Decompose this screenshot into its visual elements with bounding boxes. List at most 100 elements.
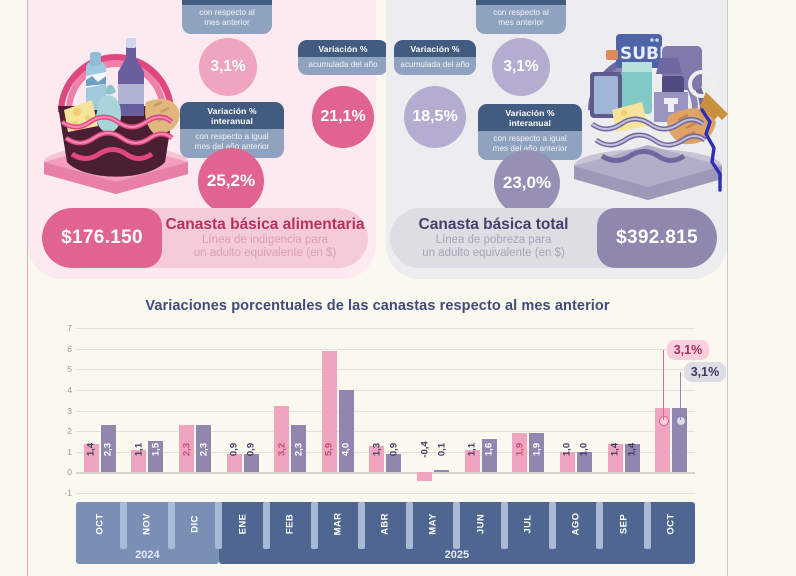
chart-bar-value-label: -0,4 xyxy=(419,441,431,459)
axis-month-cell[interactable]: SEP xyxy=(600,502,648,549)
tag-body: con respecto al mes anterior xyxy=(476,4,566,34)
axis-month-label: AGO xyxy=(570,512,582,536)
grid-line xyxy=(76,431,695,433)
chart-bar[interactable] xyxy=(338,389,354,473)
chart-bar-value-label: 0,9 xyxy=(388,443,400,457)
axis-month-label: DIC xyxy=(189,515,201,533)
tag-head: Variación % xyxy=(394,40,476,57)
chart-bar[interactable] xyxy=(179,424,195,473)
axis-month-label: MAR xyxy=(332,512,344,536)
chart-bar[interactable] xyxy=(196,424,212,473)
chart-bar-value-label: 2,3 xyxy=(293,443,305,457)
price-subtitle-line1: Línea de indigencia para xyxy=(202,233,328,246)
tag-head: Variación % xyxy=(476,0,566,5)
axis-month-cell[interactable]: JUL xyxy=(505,502,553,549)
axis-month-separator xyxy=(453,502,461,549)
price-text-total: Canasta básica total Línea de pobreza pa… xyxy=(390,208,597,268)
chart-bar[interactable] xyxy=(369,445,385,473)
axis-month-separator xyxy=(643,502,651,549)
axis-month-cell[interactable]: ABR xyxy=(362,502,410,549)
grid-line xyxy=(76,369,695,371)
value-variacion-interanual-total: 23,0% xyxy=(494,150,560,216)
chart-bar[interactable] xyxy=(226,453,242,473)
chart-bar-value-label: 1,6 xyxy=(483,443,495,457)
chart-bar[interactable] xyxy=(559,451,575,473)
chart-bar[interactable] xyxy=(529,433,545,473)
chart-bar[interactable] xyxy=(417,472,433,481)
chart-bar-group: 2,3 2,3 xyxy=(171,328,219,493)
chart-bar-value-label: 5,9 xyxy=(323,443,335,457)
callout-total-oct: 3,1% xyxy=(683,362,727,382)
chart-plot-area: 7 6 5 4 3 2 1 0 -1 1,4 2,3 1,1 1,5 2,3 2,3 0,9 0,9 3,2 2,3… xyxy=(58,323,727,498)
grid-line xyxy=(76,348,695,350)
chart-bar-value-label: 2,3 xyxy=(181,443,193,457)
value-variacion-mensual-total: 3,1% xyxy=(492,38,550,96)
chart-bar[interactable] xyxy=(321,350,337,473)
axis-month-cell[interactable]: DIC xyxy=(171,502,219,549)
chart-bar[interactable] xyxy=(274,406,290,473)
value-variacion-mensual-alimentaria: 3,1% xyxy=(199,38,257,96)
tag-variacion-mensual-alimentaria: Variación % con respecto al mes anterior xyxy=(182,0,272,34)
key-cord-illustration xyxy=(700,108,722,192)
axis-month-label: OCT xyxy=(94,513,106,535)
axis-month-cell[interactable]: MAR xyxy=(314,502,362,549)
chart-bar[interactable] xyxy=(148,441,164,473)
price-text-alimentaria: Canasta básica alimentaria Línea de indi… xyxy=(162,208,368,268)
axis-month-cell[interactable]: JUN xyxy=(457,502,505,549)
tag-pointer-icon xyxy=(338,74,348,75)
y-axis-tick: 1 xyxy=(67,446,72,457)
price-subtitle-alimentaria: Línea de indigencia para un adulto equiv… xyxy=(194,234,337,260)
price-value-alimentaria: $176.150 xyxy=(42,208,162,268)
chart-bar-value-label: 2,3 xyxy=(102,443,114,457)
tag-variacion-acumulada-total: Variación % acumulada del año xyxy=(394,40,476,75)
chart-section: Variaciones porcentuales de las canastas… xyxy=(28,290,727,576)
chart-bar[interactable] xyxy=(83,443,99,473)
summary-panels: Variación % con respecto al mes anterior… xyxy=(28,0,728,290)
chart-bar-group: 1,4 2,3 xyxy=(76,328,124,493)
chart-bar-group: 5,9 4,0 xyxy=(314,328,362,493)
axis-month-cell[interactable]: MAY xyxy=(409,502,457,549)
panel-canasta-basica-alimentaria: Variación % con respecto al mes anterior… xyxy=(28,0,388,279)
tag-body: acumulada del año xyxy=(298,56,388,75)
axis-month-cell[interactable]: OCT xyxy=(647,502,695,549)
chart-bar[interactable] xyxy=(100,424,116,473)
grid-line xyxy=(76,389,695,391)
chart-bar[interactable] xyxy=(464,449,480,473)
axis-month-cell[interactable]: NOV xyxy=(124,502,172,549)
chart-bar[interactable] xyxy=(576,451,592,473)
chart-bar[interactable] xyxy=(481,439,497,473)
chart-bar-group: 1,4 1,4 xyxy=(600,328,648,493)
tag-body: acumulada del año xyxy=(394,56,476,75)
value-variacion-interanual-alimentaria: 25,2% xyxy=(198,148,264,214)
axis-month-separator xyxy=(167,502,175,549)
tag-body-line2: mes anterior xyxy=(498,18,544,27)
chart-bar[interactable] xyxy=(624,443,640,473)
chart-bar[interactable] xyxy=(434,470,450,473)
food-basket-illustration xyxy=(44,38,188,194)
chart-bar[interactable] xyxy=(512,433,528,473)
chart-bar[interactable] xyxy=(131,449,147,473)
price-subtitle-line2: un adulto equivalente (en $) xyxy=(422,246,565,259)
price-bar-total: Canasta básica total Línea de pobreza pa… xyxy=(390,208,717,268)
chart-bar-value-label: 1,4 xyxy=(85,443,97,457)
chart-month-axis: 2024 2025 OCT NOV DIC ENE FEB MAR ABR MAY JUN JUL AG… xyxy=(76,502,695,564)
chart-bar[interactable] xyxy=(243,453,259,473)
chart-bar-value-label: 1,3 xyxy=(371,443,383,457)
chart-bar[interactable] xyxy=(386,453,402,473)
grid-line xyxy=(76,328,695,329)
tag-body-line1: acumulada del año xyxy=(308,59,378,69)
axis-month-cell[interactable]: AGO xyxy=(552,502,600,549)
chart-bar-group: 1,0 1,0 xyxy=(552,328,600,493)
chart-bar[interactable] xyxy=(291,424,307,473)
tag-body-line1: con respecto a igual xyxy=(195,131,269,141)
chart-bar[interactable] xyxy=(607,443,623,473)
chart-bar-value-label: 1,5 xyxy=(150,443,162,457)
axis-month-cell[interactable]: FEB xyxy=(266,502,314,549)
axis-month-cell[interactable]: ENE xyxy=(219,502,267,549)
axis-month-separator xyxy=(310,502,318,549)
svg-text:SUBE: SUBE xyxy=(620,44,671,64)
chart-bar-group: 3,2 2,3 xyxy=(266,328,314,493)
axis-month-cell[interactable]: OCT xyxy=(76,502,124,549)
axis-month-label: JUN xyxy=(475,513,487,535)
